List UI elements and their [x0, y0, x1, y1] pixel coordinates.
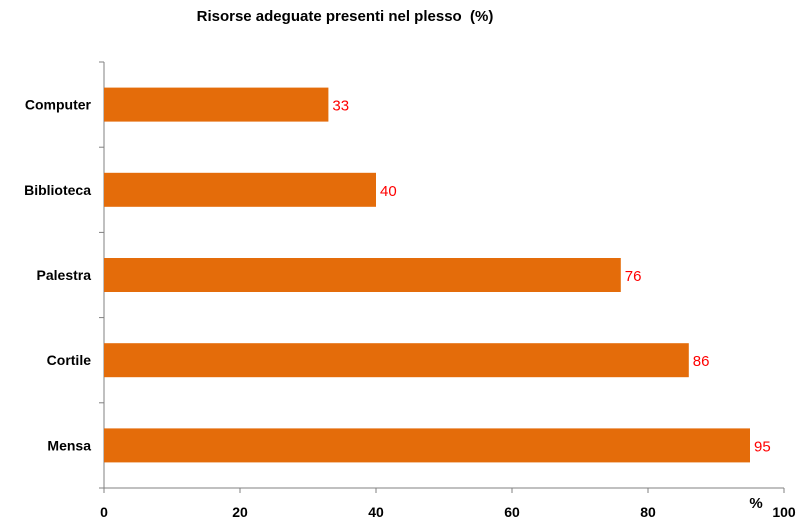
category-label-computer: Computer [25, 97, 92, 113]
x-tick-label: 80 [640, 504, 656, 520]
bar-mensa [104, 428, 750, 463]
bar-biblioteca [104, 172, 376, 207]
category-label-palestra: Palestra [37, 267, 92, 283]
bar-cortile [104, 343, 689, 378]
category-label-mensa: Mensa [47, 437, 91, 453]
data-label-palestra: 76 [625, 268, 642, 285]
x-tick-label: 20 [232, 504, 248, 520]
data-label-biblioteca: 40 [380, 183, 397, 200]
x-tick-label: 100 [772, 504, 796, 520]
x-tick-label: 40 [368, 504, 384, 520]
category-label-cortile: Cortile [47, 352, 92, 368]
data-label-cortile: 86 [693, 353, 710, 370]
x-unit-label: % [749, 495, 762, 512]
bars [104, 87, 750, 463]
x-tick-label: 60 [504, 504, 520, 520]
data-label-mensa: 95 [754, 438, 771, 455]
data-label-computer: 33 [332, 98, 349, 115]
bar-palestra [104, 258, 621, 292]
labels: 0 20 40 60 80 100% Computer 33 Biblioteca 40 Pales… [24, 97, 796, 520]
chart-title: Risorse adeguate presenti nel plesso (%) [196, 8, 494, 25]
x-tick-label: 0 [100, 504, 108, 520]
bar-computer [104, 87, 329, 122]
category-label-biblioteca: Biblioteca [24, 182, 91, 198]
